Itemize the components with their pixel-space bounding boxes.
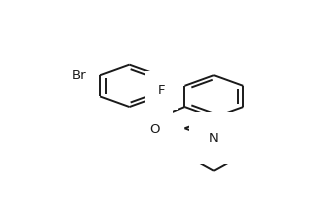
Text: O: O (149, 123, 159, 136)
Text: N: N (209, 132, 219, 145)
Text: F: F (158, 84, 165, 97)
Text: Br: Br (71, 69, 86, 82)
